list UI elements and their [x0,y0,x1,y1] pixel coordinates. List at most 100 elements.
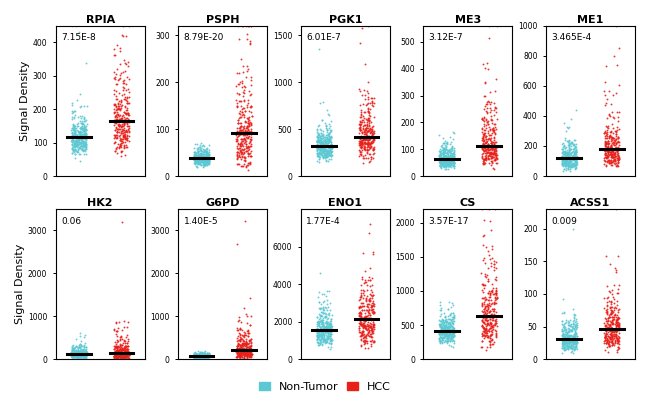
Point [200,156,210,163]
Point [437,327,447,334]
Point [559,333,569,339]
Point [360,345,370,351]
Point [202,155,213,162]
Point [560,150,570,156]
Point [442,326,452,333]
Point [491,300,501,307]
Point [77,351,87,358]
Point [609,114,619,121]
Point [314,333,324,339]
Point [434,317,445,323]
Point [320,336,331,342]
Point [560,149,570,156]
Point [361,134,372,140]
Point [559,160,569,166]
Point [369,134,379,140]
Point [602,126,612,133]
Point [193,148,203,154]
Point [189,145,200,151]
Point [318,143,328,149]
Point [196,140,207,146]
Point [558,162,569,168]
Point [363,142,373,149]
Point [322,136,333,143]
Point [609,135,619,141]
Point [198,150,209,157]
Point [70,133,80,139]
Point [122,347,133,354]
Point [244,122,254,129]
Point [72,355,82,361]
Point [238,150,248,157]
Point [354,141,365,148]
Point [564,161,575,168]
Point [358,136,369,143]
Point [437,328,447,335]
Point [435,324,445,330]
Point [610,142,621,148]
Point [72,127,82,133]
Point [478,295,488,301]
Point [240,119,250,125]
Point [491,290,501,296]
Point [355,127,365,133]
Point [119,344,129,350]
Point [202,351,212,358]
Point [312,141,322,147]
Point [242,341,252,347]
Point [571,107,581,114]
Point [606,147,617,153]
Point [358,288,369,295]
Point [77,349,87,356]
Point [482,149,492,155]
Point [75,144,85,150]
Point [570,154,580,160]
Point [81,142,92,149]
Point [72,121,82,128]
Point [564,328,574,335]
Point [490,320,501,326]
Point [192,351,202,358]
Point [558,342,569,349]
Point [360,323,370,329]
Point [556,336,567,342]
Point [563,333,573,339]
Point [233,341,244,347]
Point [320,314,331,320]
Point [235,111,245,117]
Point [604,157,614,164]
Point [115,132,125,138]
Point [312,139,322,145]
Point [196,162,206,168]
Point [558,158,568,164]
Point [313,299,324,305]
Point [565,141,575,147]
Point [367,303,377,309]
Point [439,334,449,341]
Point [81,351,91,358]
Point [114,347,125,354]
Point [566,139,576,146]
Point [608,152,619,158]
Point [610,140,621,147]
Point [564,159,574,166]
Point [70,351,81,358]
Point [233,347,243,354]
Point [194,353,205,360]
Point [481,135,491,142]
Point [67,351,77,357]
Point [79,353,89,360]
Point [200,352,210,358]
Point [491,76,502,82]
Point [438,145,448,152]
Point [441,155,451,162]
Point [561,335,571,341]
Point [235,124,245,130]
Point [480,147,490,154]
Point [363,304,373,310]
Point [122,352,133,358]
Point [196,158,207,164]
Point [366,323,376,329]
Point [564,147,574,154]
Point [566,162,577,169]
